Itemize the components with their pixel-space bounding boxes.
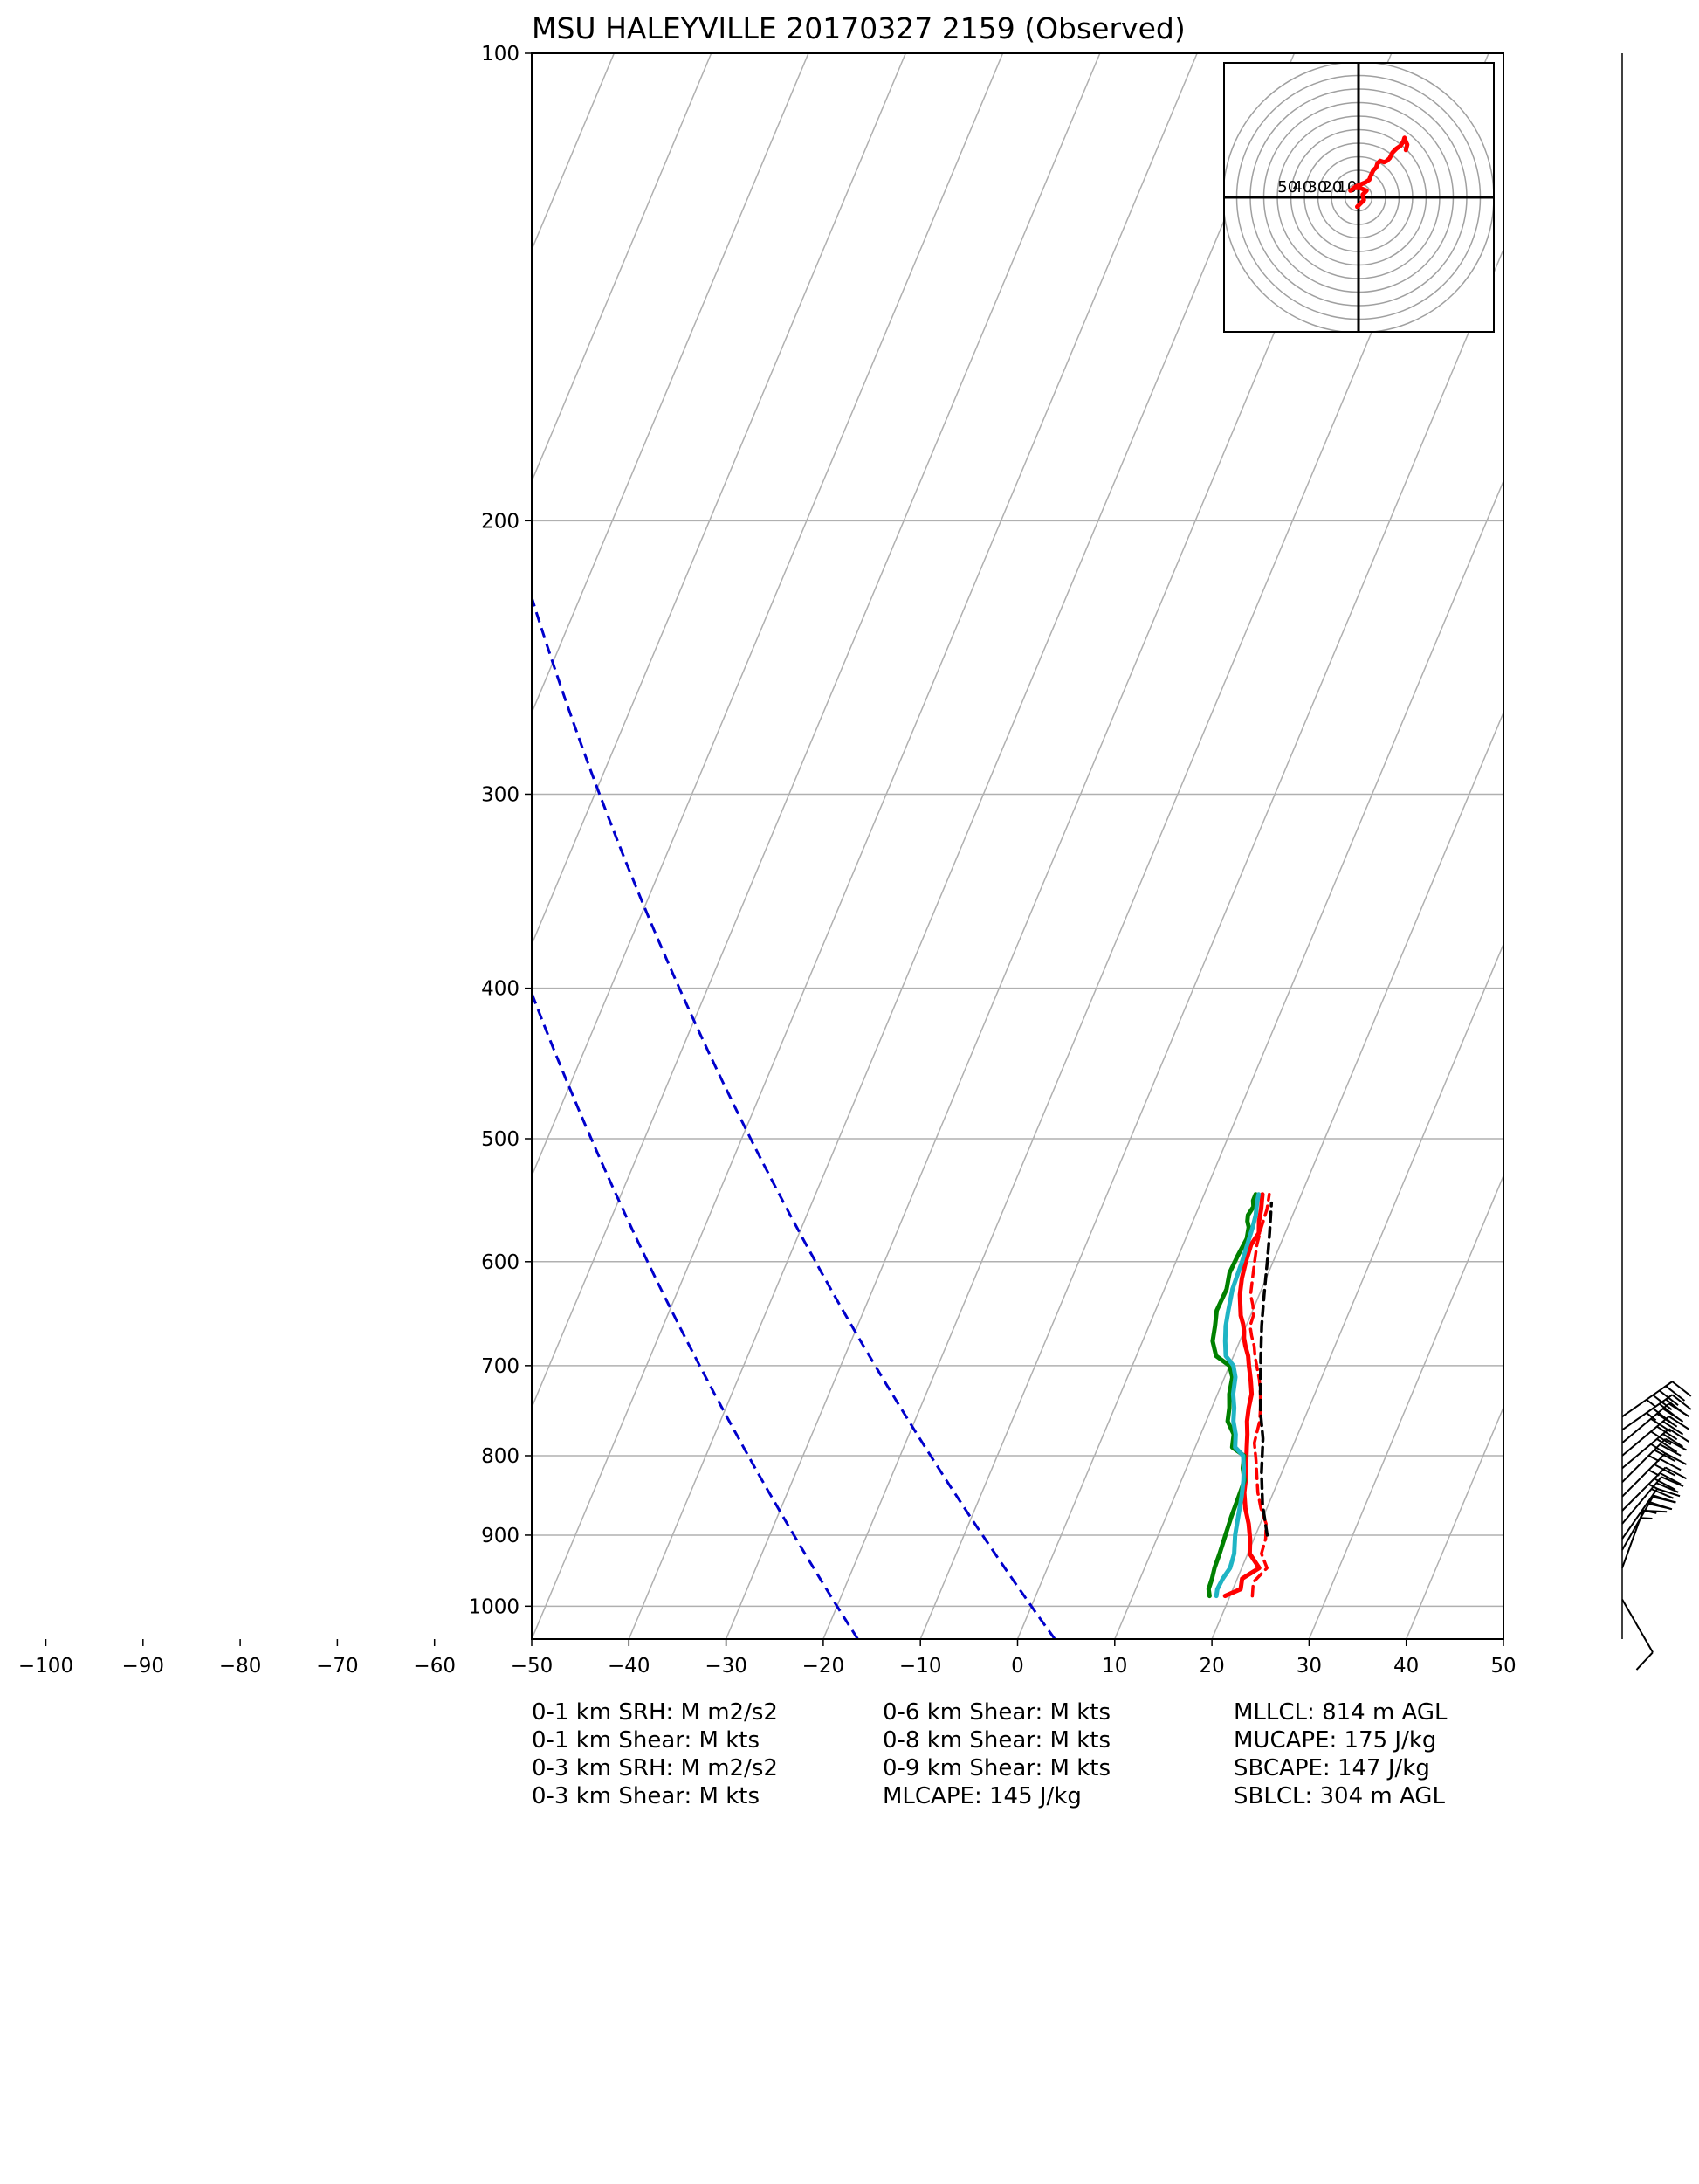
x-tick-label: 50 <box>1490 1655 1516 1678</box>
isotherm--80 <box>532 53 906 947</box>
wetbulb-line <box>1214 1192 1262 1599</box>
p-tick-label: 900 <box>481 1525 519 1547</box>
p-tick-label: 400 <box>481 978 519 1001</box>
isotherm-20 <box>1211 942 1503 1639</box>
x-tick-label: −80 <box>219 1655 262 1678</box>
x-tick-label: 0 <box>1011 1655 1024 1678</box>
x-tick-label: −10 <box>899 1655 942 1678</box>
series-layer <box>532 593 1274 1639</box>
p-tick-label: 500 <box>481 1128 519 1151</box>
hodograph-ring-label: 20 <box>1322 178 1342 196</box>
isotherm--90 <box>532 53 809 715</box>
stats-line: 0-8 km Shear: M kts <box>883 1727 1111 1753</box>
p-tick-label: 100 <box>481 43 519 65</box>
isotherm--40 <box>628 53 1296 1639</box>
dry-adiabat-0 <box>532 593 1056 1639</box>
stats-line: 0-3 km SRH: M m2/s2 <box>532 1755 778 1781</box>
stats-line: MLCAPE: 145 J/kg <box>883 1783 1082 1809</box>
wind-barb <box>1621 1416 1690 1457</box>
wind-barb <box>1621 1428 1690 1470</box>
x-tick-label: 40 <box>1393 1655 1419 1678</box>
hodograph-trace <box>1348 135 1410 210</box>
stats-line: SBCAPE: 147 J/kg <box>1234 1755 1430 1781</box>
wind-barb <box>1621 1402 1690 1444</box>
virtual_temperature-line <box>1248 1192 1271 1598</box>
p-tick-label: 300 <box>481 783 519 806</box>
x-tick-label: −60 <box>413 1655 456 1678</box>
isotherm-10 <box>1114 711 1503 1639</box>
x-tick-label: −20 <box>802 1655 845 1678</box>
isotherm-30 <box>1308 1174 1503 1639</box>
isotherm-0 <box>1016 479 1503 1639</box>
stats-line: SBLCL: 304 m AGL <box>1234 1783 1445 1809</box>
stats-line: 0-1 km Shear: M kts <box>532 1727 760 1753</box>
grid-layer <box>0 53 1699 1639</box>
stats-line: 0-1 km SRH: M m2/s2 <box>532 1699 778 1726</box>
isotherm-50 <box>1503 53 1699 1639</box>
dewpoint-line <box>1206 1192 1258 1599</box>
isotherm--150 <box>0 53 225 1639</box>
isotherm--70 <box>532 53 1004 1178</box>
dry-adiabat--20 <box>532 989 859 1639</box>
x-tick-label: −50 <box>511 1655 554 1678</box>
x-tick-label: 10 <box>1102 1655 1127 1678</box>
parcel-line <box>1258 1201 1274 1537</box>
chart-title: MSU HALEYVILLE 20170327 2159 (Observed) <box>532 11 1186 45</box>
x-tick-label: 30 <box>1297 1655 1322 1678</box>
x-tick-label: −90 <box>122 1655 165 1678</box>
hodograph-ring-label: 30 <box>1307 178 1327 196</box>
wind-barb <box>1621 1476 1684 1525</box>
isotherm--50 <box>532 53 1198 1639</box>
x-tick-label: −40 <box>608 1655 650 1678</box>
stats-line: 0-9 km Shear: M kts <box>883 1755 1111 1781</box>
wind-barb <box>1621 1496 1676 1551</box>
p-tick-label: 200 <box>481 510 519 533</box>
p-tick-label: 700 <box>481 1355 519 1378</box>
wind-barb <box>1621 1599 1654 1671</box>
x-tick-label: 20 <box>1199 1655 1224 1678</box>
wind-barb <box>1621 1487 1681 1540</box>
isotherm--120 <box>0 53 517 1639</box>
pressure-axis-ticks: 100 200 300 400 500 600 700 800 900 1000 <box>468 43 532 1618</box>
stats-line: MLLCL: 814 m AGL <box>1234 1699 1448 1726</box>
isotherm--60 <box>532 53 1101 1409</box>
hodograph-frame <box>1223 62 1495 333</box>
x-tick-label: −70 <box>316 1655 359 1678</box>
stats-block: 0-1 km SRH: M m2/s20-1 km Shear: M kts0-… <box>532 1699 1448 1809</box>
wind-barb <box>1621 1381 1692 1418</box>
wind-barbs <box>1621 53 1692 1671</box>
hodograph-ring-label: 40 <box>1292 178 1312 196</box>
hodograph-ring-label: 50 <box>1277 178 1297 196</box>
isotherm--110 <box>532 53 616 251</box>
p-tick-label: 1000 <box>468 1595 519 1618</box>
stats-line: 0-3 km Shear: M kts <box>532 1783 760 1809</box>
isotherm--140 <box>0 53 322 1639</box>
p-tick-label: 800 <box>481 1445 519 1468</box>
isotherm--130 <box>0 53 420 1639</box>
temperature-line <box>1222 1192 1265 1599</box>
x-tick-label: −100 <box>18 1655 73 1678</box>
p-tick-label: 600 <box>481 1251 519 1274</box>
x-tick-label: −30 <box>705 1655 747 1678</box>
x-axis-ticks: −100 −90 −80 −70 −60 −50 −40 −30 −20 −10 0 10 20 30 40… <box>18 1639 1517 1678</box>
hodograph-line <box>1348 135 1410 210</box>
wind-barb <box>1621 1394 1692 1431</box>
wind-barb <box>1621 1437 1688 1483</box>
stats-line: 0-6 km Shear: M kts <box>883 1699 1111 1726</box>
isotherm--100 <box>532 53 712 483</box>
stats-line: MUCAPE: 175 J/kg <box>1234 1727 1436 1753</box>
